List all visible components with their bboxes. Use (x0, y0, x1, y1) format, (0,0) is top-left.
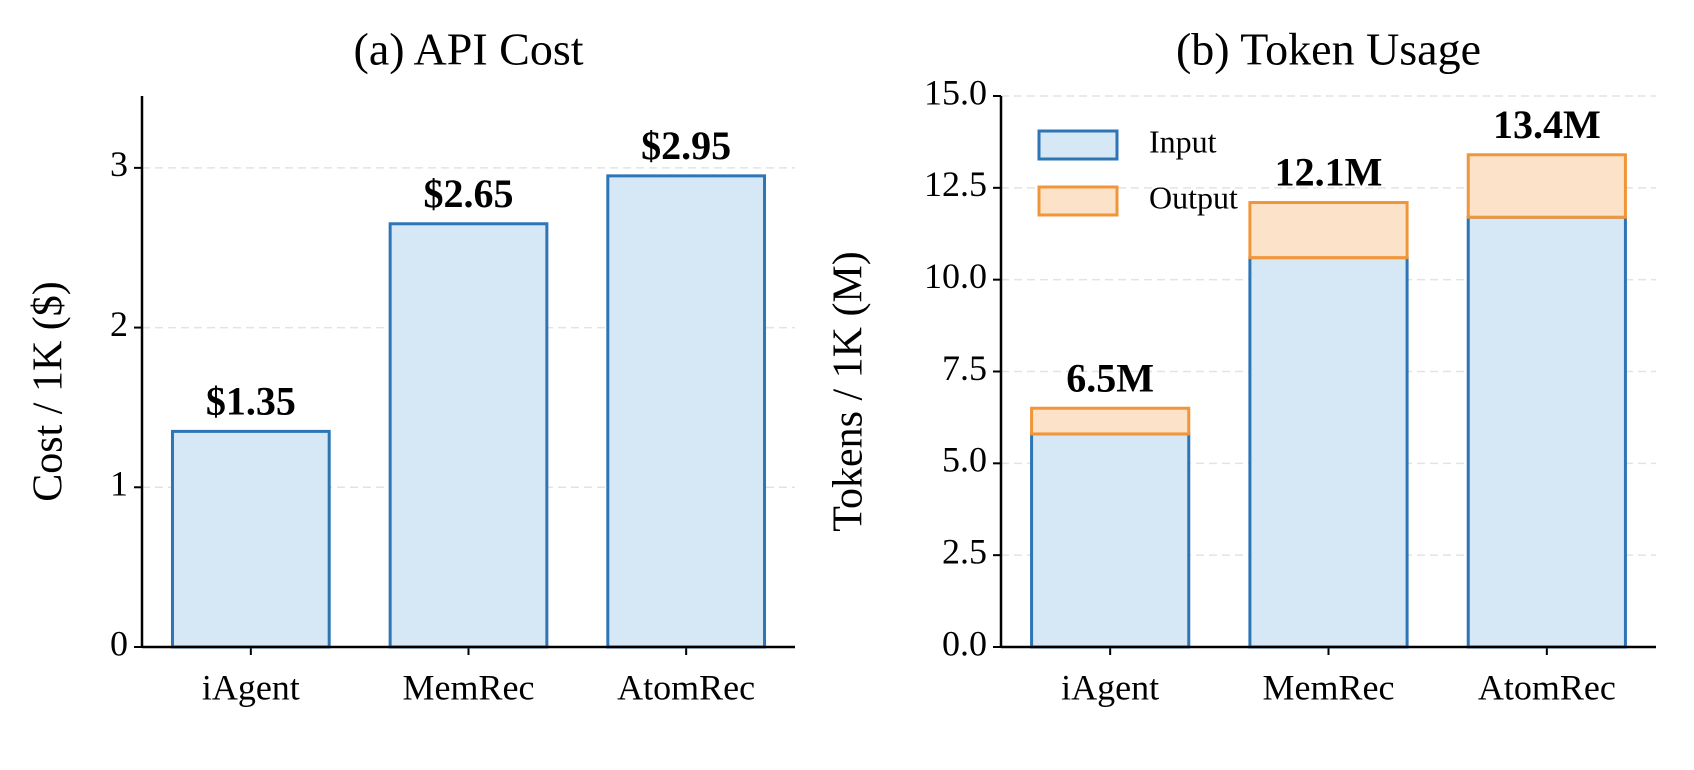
y-tick-label: 7.5 (942, 348, 987, 388)
y-axis-label: Cost / 1K ($) (26, 281, 72, 502)
bar-segment (1248, 256, 1409, 649)
value-label: $1.35 (206, 379, 296, 424)
chart-title: (a) API Cost (354, 24, 584, 75)
y-axis-label: Tokens / 1K (M) (826, 251, 872, 532)
x-tick-label: MemRec (403, 667, 535, 707)
total-label: 12.1M (1275, 150, 1383, 195)
legend-label: Input (1149, 123, 1217, 159)
total-label: 6.5M (1066, 355, 1154, 400)
chart-title: (b) Token Usage (1176, 24, 1481, 75)
bar (170, 429, 331, 649)
y-tick-label: 2 (110, 304, 128, 344)
bar (606, 174, 767, 649)
value-label: $2.95 (641, 123, 731, 168)
y-tick-label: 2.5 (942, 531, 987, 571)
x-tick-label: iAgent (202, 667, 300, 707)
y-tick-label: 0 (110, 623, 128, 663)
bar-segment (1248, 201, 1409, 260)
y-tick-label: 3 (110, 144, 128, 184)
bar-segment (1466, 215, 1627, 649)
bar-segment (1466, 153, 1627, 219)
legend-label: Output (1149, 179, 1238, 215)
y-tick-label: 10.0 (924, 256, 987, 296)
x-tick-label: MemRec (1263, 667, 1395, 707)
legend-swatch (1037, 129, 1119, 161)
bar (388, 222, 549, 649)
y-tick-label: 0.0 (942, 623, 987, 663)
x-tick-label: iAgent (1061, 667, 1159, 707)
y-tick-label: 1 (110, 464, 128, 504)
value-label: $2.65 (424, 171, 514, 216)
total-label: 13.4M (1493, 102, 1601, 147)
legend-swatch (1037, 185, 1119, 217)
y-tick-label: 5.0 (942, 440, 987, 480)
x-tick-label: AtomRec (617, 667, 755, 707)
bar-segment (1030, 406, 1191, 436)
x-tick-label: AtomRec (1478, 667, 1616, 707)
y-tick-label: 15.0 (924, 72, 987, 112)
y-tick-label: 12.5 (924, 164, 987, 204)
bar-segment (1030, 432, 1191, 649)
